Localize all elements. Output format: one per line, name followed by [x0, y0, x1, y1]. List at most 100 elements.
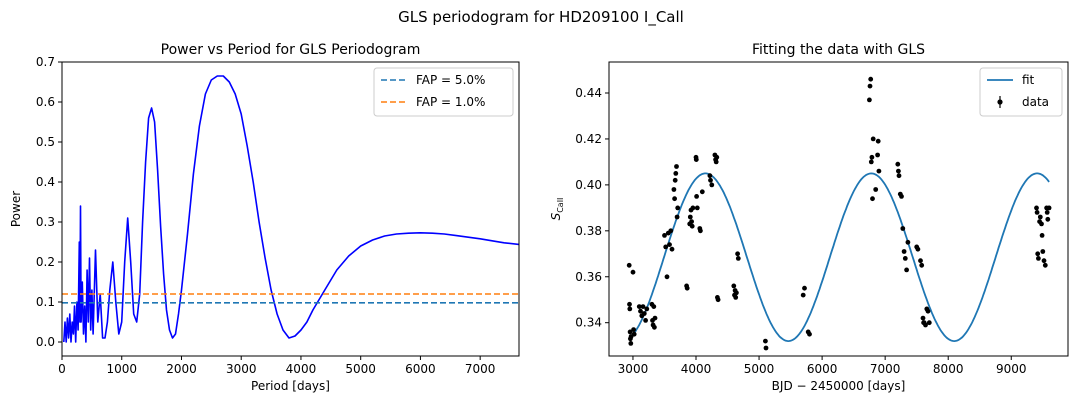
data-point: [664, 274, 670, 280]
data-point: [763, 338, 768, 344]
x-tick-label: 7000: [465, 362, 496, 376]
data-point: [674, 214, 680, 220]
data-point: [638, 308, 643, 314]
power-curve: [63, 75, 519, 343]
data-point: [876, 168, 882, 174]
data-point: [626, 262, 632, 268]
data-point: [687, 214, 693, 220]
y-tick-label: 0.38: [575, 224, 602, 238]
plot-area: [626, 76, 1052, 351]
x-tick-label: 4000: [286, 362, 317, 376]
x-tick-label: 4000: [681, 362, 712, 376]
axes-title: Power vs Period for GLS Periodogram: [161, 42, 421, 58]
data-point: [643, 318, 648, 323]
figure-suptitle: GLS periodogram for HD209100 I_Call: [398, 8, 684, 27]
data-point: [800, 292, 806, 298]
data-point: [731, 283, 737, 289]
axes-frame: [61, 61, 520, 357]
legend-label-fap-5: FAP = 5.0%: [416, 73, 485, 87]
data-point: [1039, 233, 1045, 238]
data-point: [708, 177, 713, 183]
x-tick-label: 2000: [166, 362, 197, 376]
data-point: [1036, 256, 1041, 261]
y-tick-label: 0.42: [575, 132, 602, 146]
data-point: [689, 223, 695, 229]
fit-axes: 3000 4000 5000 6000 7000 8000 9000 0.34 0.36 0.38…: [549, 42, 1069, 393]
y-tick-label: 0.4: [36, 175, 55, 189]
y-tick-label: 0.3: [36, 215, 55, 229]
data-point: [672, 196, 677, 202]
data-point: [735, 251, 740, 257]
data-point: [668, 228, 674, 234]
data-point: [1046, 205, 1052, 211]
data-point: [715, 297, 721, 303]
data-point: [636, 304, 642, 309]
x-tick-label: 5000: [345, 362, 376, 376]
data-point: [763, 345, 769, 351]
axes-frame: [608, 61, 1069, 357]
x-tick-label: 6000: [405, 362, 436, 376]
data-point: [674, 164, 679, 169]
data-point: [690, 205, 696, 211]
data-point: [919, 262, 925, 268]
data-point: [875, 138, 881, 144]
legend: fit data: [979, 67, 1063, 117]
data-point: [734, 290, 739, 296]
data-point: [1045, 216, 1051, 222]
data-point: [869, 154, 875, 160]
x-tick-label: 0: [58, 362, 66, 376]
data-point: [675, 205, 681, 211]
data-point: [1034, 205, 1039, 211]
x-tick-label: 7000: [870, 362, 901, 376]
data-point: [1035, 251, 1041, 257]
data-point: [652, 324, 657, 330]
data-point: [896, 168, 901, 174]
y-tick-label: 0.36: [575, 270, 602, 284]
data-point: [709, 182, 715, 188]
data-point: [868, 76, 874, 82]
legend: FAP = 5.0% FAP = 1.0%: [373, 67, 514, 117]
y-axis-label: SCaII: [549, 198, 565, 221]
data-point: [1042, 262, 1048, 268]
data-point: [713, 159, 719, 165]
data-point: [689, 219, 694, 225]
legend-swatch-data: [997, 99, 1003, 105]
legend-label-fap-1: FAP = 1.0%: [416, 95, 485, 109]
data-point: [699, 189, 705, 195]
y-axis-label-main: S: [549, 212, 563, 220]
y-tick-label: 0.6: [36, 95, 55, 109]
data-point: [667, 242, 672, 248]
x-tick-label: 3000: [618, 362, 649, 376]
y-axis-label-sub: CaII: [556, 198, 565, 213]
data-point: [640, 304, 646, 309]
data-point: [802, 285, 807, 291]
legend-box: [979, 67, 1063, 117]
x-axis-label: BJD − 2450000 [days]: [772, 379, 906, 393]
data-point: [901, 249, 907, 254]
data-point: [807, 331, 812, 337]
y-tick-label: 0.44: [575, 86, 602, 100]
x-tick-label: 9000: [996, 362, 1027, 376]
data-point: [923, 322, 928, 328]
data-point: [905, 239, 911, 245]
data-point: [899, 194, 904, 199]
data-point: [733, 295, 739, 300]
data-point: [1039, 221, 1044, 227]
data-point: [627, 329, 633, 335]
data-point: [918, 258, 923, 264]
y-tick-label: 0.34: [575, 316, 602, 330]
x-tick-label: 1000: [106, 362, 137, 376]
data-point: [672, 177, 678, 183]
y-tick-label: 0.0: [36, 335, 55, 349]
data-point: [875, 152, 880, 158]
data-point: [870, 196, 875, 202]
data-point: [873, 187, 879, 192]
legend-box: [373, 67, 514, 117]
data-point: [1040, 249, 1046, 254]
data-point: [663, 244, 669, 250]
data-point: [1041, 258, 1047, 264]
data-point: [926, 320, 932, 326]
data-point: [870, 136, 876, 142]
data-point: [925, 308, 931, 314]
